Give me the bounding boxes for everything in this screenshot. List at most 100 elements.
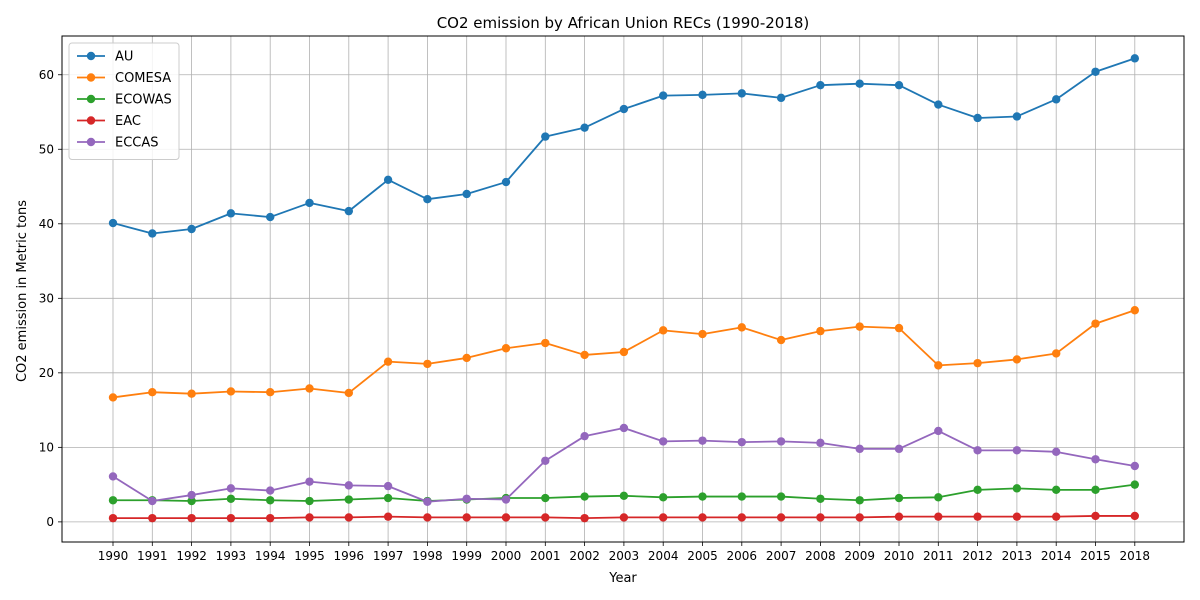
- data-point-comesa: [1091, 319, 1100, 328]
- data-point-comesa: [148, 388, 157, 397]
- x-tick-label: 2011: [923, 549, 954, 563]
- data-point-au: [776, 93, 786, 103]
- data-point-ecowas: [1052, 485, 1061, 495]
- legend-marker-au: [86, 51, 96, 61]
- data-point-comesa: [580, 350, 589, 360]
- data-point-eccas: [973, 446, 982, 455]
- data-point-ecowas: [266, 496, 275, 505]
- data-point-au: [894, 80, 904, 90]
- data-point-au: [266, 212, 275, 222]
- data-point-ecowas: [1012, 484, 1022, 493]
- data-point-comesa: [973, 358, 982, 368]
- y-tick-label: 60: [39, 68, 54, 82]
- x-tick-label: 2006: [727, 549, 758, 563]
- data-point-comesa: [619, 347, 629, 357]
- x-tick-label: 1993: [216, 549, 247, 563]
- data-point-eac: [305, 513, 314, 522]
- data-point-ecowas: [973, 485, 982, 495]
- data-point-au: [383, 175, 393, 185]
- data-point-eac: [894, 512, 904, 521]
- legend-item-comesa: COMESA: [77, 71, 171, 86]
- data-point-eac: [108, 513, 118, 523]
- data-point-ecowas: [1091, 485, 1100, 495]
- data-point-eccas: [737, 437, 746, 447]
- data-point-au: [580, 123, 589, 132]
- data-point-eac: [344, 513, 353, 522]
- x-tick-label: 2009: [844, 549, 875, 563]
- data-point-comesa: [501, 344, 511, 353]
- data-point-eccas: [1091, 455, 1100, 464]
- data-point-comesa: [423, 359, 432, 369]
- data-point-ecowas: [776, 492, 786, 501]
- data-point-eccas: [659, 437, 668, 446]
- legend-item-eac: EAC: [77, 114, 141, 129]
- x-tick-label: 1994: [255, 549, 286, 563]
- y-tick-label: 10: [39, 440, 54, 454]
- data-point-comesa: [108, 393, 118, 402]
- legend-item-eccas: ECCAS: [77, 136, 159, 151]
- data-point-eccas: [423, 497, 432, 506]
- x-tick-label: 2010: [884, 549, 915, 563]
- data-point-eccas: [580, 431, 589, 441]
- data-point-au: [855, 79, 864, 88]
- data-point-au: [619, 104, 629, 114]
- data-point-eccas: [619, 423, 629, 433]
- data-point-eccas: [344, 481, 353, 490]
- x-tick-label: 1999: [451, 549, 482, 563]
- data-point-eac: [580, 513, 589, 523]
- data-point-ecowas: [580, 492, 589, 501]
- x-tick-label: 2014: [1041, 549, 1072, 563]
- data-point-eccas: [226, 484, 236, 493]
- data-point-eac: [383, 512, 393, 521]
- data-point-comesa: [344, 388, 353, 398]
- data-point-eccas: [187, 490, 196, 500]
- data-point-ecowas: [934, 493, 943, 502]
- data-point-comesa: [462, 353, 471, 363]
- data-point-au: [541, 132, 550, 141]
- plot-frame: [61, 35, 1185, 543]
- data-point-eccas: [462, 494, 471, 503]
- data-point-comesa: [816, 326, 825, 336]
- x-tick-label: 1996: [334, 549, 365, 563]
- data-point-eccas: [148, 496, 157, 506]
- data-point-comesa: [698, 329, 707, 339]
- x-tick-label: 2002: [569, 549, 600, 563]
- data-point-ecowas: [187, 496, 196, 506]
- x-tick-label: 2004: [648, 549, 679, 563]
- data-point-comesa: [305, 384, 314, 393]
- data-point-eac: [148, 513, 157, 523]
- data-point-eac: [462, 513, 471, 522]
- data-point-eac: [187, 513, 196, 523]
- chart-title: CO2 emission by African Union RECs (1990…: [437, 14, 810, 32]
- data-point-eac: [266, 513, 275, 523]
- legend-marker-comesa: [86, 73, 96, 82]
- data-point-eccas: [1052, 447, 1061, 457]
- y-tick-label: 40: [39, 217, 54, 231]
- data-point-au: [1130, 54, 1140, 63]
- data-point-ecowas: [108, 496, 118, 505]
- data-point-au: [816, 80, 825, 90]
- data-point-ecowas: [737, 492, 746, 501]
- data-point-eccas: [1012, 446, 1022, 455]
- y-tick-label: 0: [46, 515, 54, 529]
- x-tick-label: 2003: [609, 549, 640, 563]
- data-point-au: [226, 209, 236, 218]
- legend-label-eccas: ECCAS: [115, 136, 159, 151]
- series-comesa: [108, 306, 1140, 402]
- data-point-eac: [973, 512, 982, 521]
- legend-box: [68, 42, 180, 160]
- data-point-au: [1052, 95, 1061, 104]
- x-tick-label: 1991: [137, 549, 168, 563]
- series-eac: [108, 511, 1140, 523]
- data-point-comesa: [737, 323, 746, 332]
- data-point-comesa: [383, 357, 393, 366]
- x-tick-label: 1995: [294, 549, 325, 563]
- data-point-eccas: [541, 456, 550, 465]
- x-tick-label: 2018: [1120, 549, 1151, 563]
- data-point-au: [148, 229, 157, 238]
- data-point-au: [1091, 67, 1100, 76]
- data-point-eac: [1091, 511, 1100, 521]
- data-point-eac: [737, 513, 746, 522]
- data-point-eccas: [383, 481, 393, 491]
